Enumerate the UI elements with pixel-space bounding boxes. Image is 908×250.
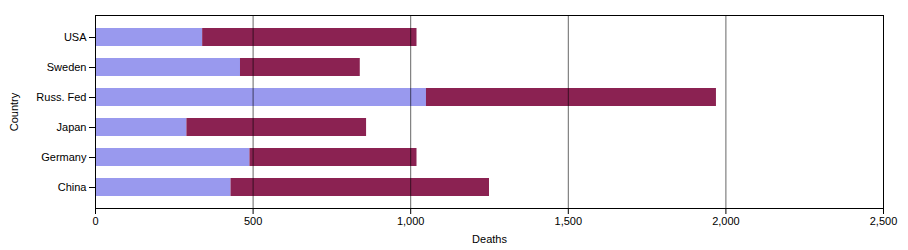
svg-text:500: 500 <box>244 215 262 227</box>
svg-text:0: 0 <box>92 215 98 227</box>
svg-text:Country: Country <box>8 92 20 131</box>
svg-text:Deaths: Deaths <box>472 233 507 245</box>
svg-text:China: China <box>58 181 88 193</box>
svg-text:Sweden: Sweden <box>47 61 87 73</box>
svg-text:2,000: 2,000 <box>712 215 740 227</box>
svg-text:Russ. Fed: Russ. Fed <box>36 91 86 103</box>
svg-text:1,500: 1,500 <box>555 215 583 227</box>
svg-text:Germany: Germany <box>41 151 87 163</box>
svg-text:USA: USA <box>64 31 87 43</box>
svg-text:1,000: 1,000 <box>397 215 425 227</box>
svg-text:2,500: 2,500 <box>870 215 898 227</box>
svg-text:Japan: Japan <box>57 121 87 133</box>
